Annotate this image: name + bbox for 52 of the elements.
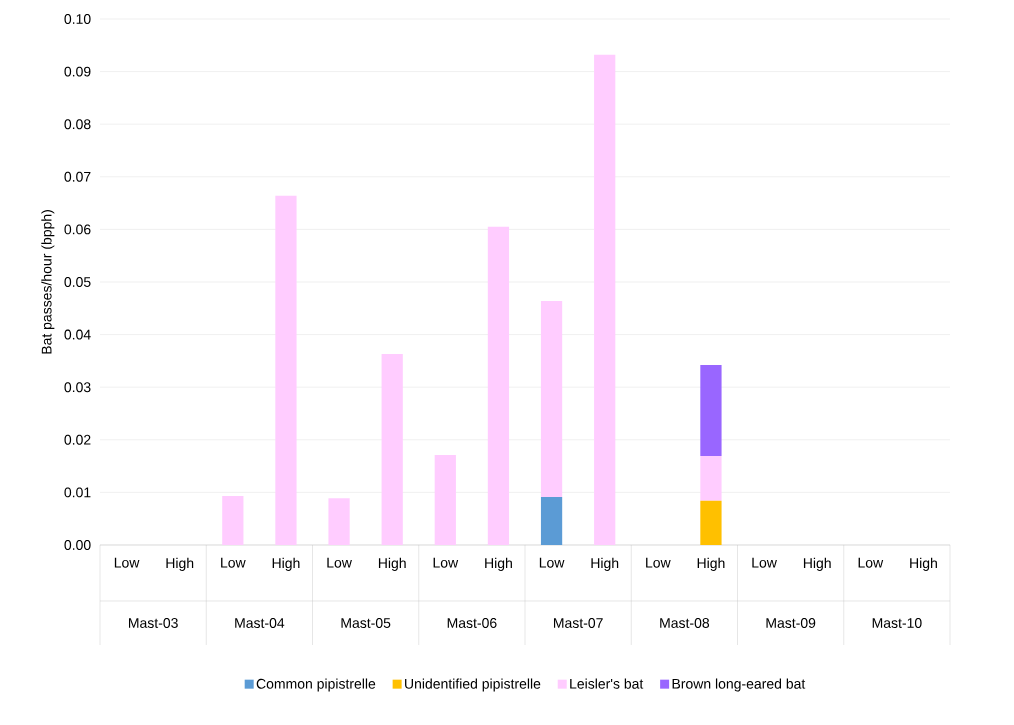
- y-tick-label: 0.04: [64, 329, 91, 340]
- x-tick-label: High: [591, 557, 619, 571]
- text: Mast-03: [128, 618, 178, 628]
- y-tick-label: 0.01: [64, 487, 91, 498]
- y-tick-label: 0.08: [64, 119, 91, 130]
- legend-label: Leisler's bat: [570, 678, 644, 689]
- x-tick-label: High: [485, 557, 512, 571]
- bar: [222, 496, 244, 545]
- x-tick-label: High: [803, 557, 831, 571]
- x-tick-label: Low: [646, 557, 671, 568]
- text: Mast-04: [235, 618, 285, 628]
- bar: [700, 456, 722, 501]
- x-tick-label: Low: [114, 557, 140, 568]
- y-tick-label: 0.02: [64, 434, 91, 445]
- text: Mast-07: [553, 618, 603, 628]
- x-tick-label: High: [697, 557, 725, 571]
- y-tick-label: 0.05: [64, 277, 91, 287]
- bar: [434, 455, 456, 545]
- x-tick-label: Low: [858, 557, 884, 568]
- x-tick-label: High: [272, 557, 300, 571]
- bar: [487, 226, 510, 545]
- x-tick-label: Low: [433, 557, 459, 568]
- legend-label: Brown long-eared bat: [672, 678, 806, 692]
- x-tick-label: High: [166, 557, 194, 571]
- bar: [700, 500, 722, 545]
- bar: [275, 195, 297, 545]
- bar: [540, 497, 563, 545]
- x-tick-label: Low: [539, 557, 565, 568]
- text: Mast-10: [872, 618, 922, 628]
- y-tick-label: 0.10: [64, 14, 91, 24]
- bar: [381, 354, 403, 545]
- bar: [540, 300, 563, 498]
- text: Mast-08: [660, 618, 710, 628]
- x-tick-label: Low: [221, 557, 246, 568]
- bar: [594, 54, 616, 545]
- x-tick-label: High: [910, 557, 937, 571]
- legend-label: Common pipistrelle: [256, 678, 376, 692]
- y-tick-label: 0.07: [64, 171, 91, 182]
- y-tick-label: 0.06: [64, 224, 91, 235]
- text: Mast-09: [766, 618, 816, 628]
- x-tick-label: Low: [752, 557, 777, 568]
- x-tick-label: Low: [327, 557, 352, 568]
- x-tick-label: High: [378, 557, 406, 571]
- bar: [700, 365, 722, 457]
- legend-label: Unidentified pipistrelle: [405, 678, 541, 692]
- y-tick-label: 0.09: [64, 66, 91, 77]
- y-tick-label: 0.00: [64, 540, 91, 550]
- text: Mast-06: [447, 618, 497, 628]
- text: Mast-05: [341, 618, 391, 628]
- y-tick-label: 0.03: [64, 382, 91, 393]
- y-axis-title: Bat passes/hour (bpph): [41, 210, 55, 354]
- bar: [328, 498, 350, 545]
